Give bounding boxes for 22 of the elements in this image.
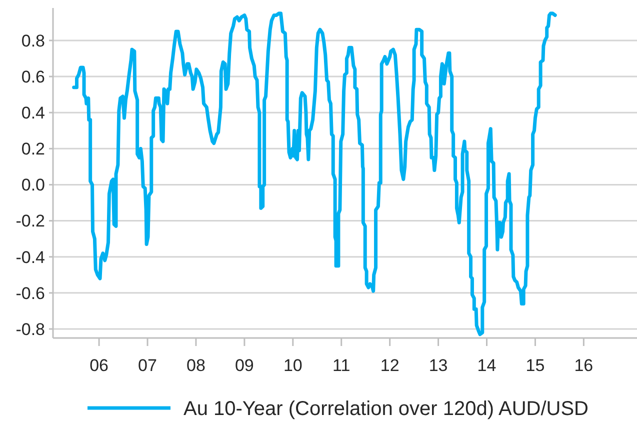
x-tick-label: 06	[90, 356, 108, 375]
y-tick-label: -0.4	[16, 248, 45, 267]
y-tick-label: 0.8	[21, 31, 45, 50]
y-tick-label: 0.2	[21, 140, 45, 159]
y-tick-label: 0.6	[21, 67, 45, 86]
x-tick-label: 10	[283, 356, 302, 375]
x-tick-label: 16	[574, 356, 594, 375]
x-tick-label: 07	[138, 356, 157, 375]
y-tick-label: 0.4	[21, 104, 45, 123]
y-tick-label: -0.6	[16, 284, 45, 303]
x-tick-label: 09	[234, 356, 254, 375]
y-tick-label: -0.8	[16, 320, 45, 339]
x-tick-label: 12	[380, 356, 400, 375]
line-series	[72, 12, 557, 336]
x-tick-label: 08	[186, 356, 206, 375]
x-tick-label: 14	[477, 356, 496, 375]
legend-label: Au 10-Year (Correlation over 120d) AUD/USD	[183, 398, 589, 420]
x-tick-label: 15	[526, 356, 545, 375]
x-tick-label: 11	[332, 356, 350, 375]
x-tick-label: 13	[428, 356, 448, 375]
y-tick-label: 0.0	[21, 176, 45, 195]
y-tick-label: -0.2	[16, 212, 45, 231]
